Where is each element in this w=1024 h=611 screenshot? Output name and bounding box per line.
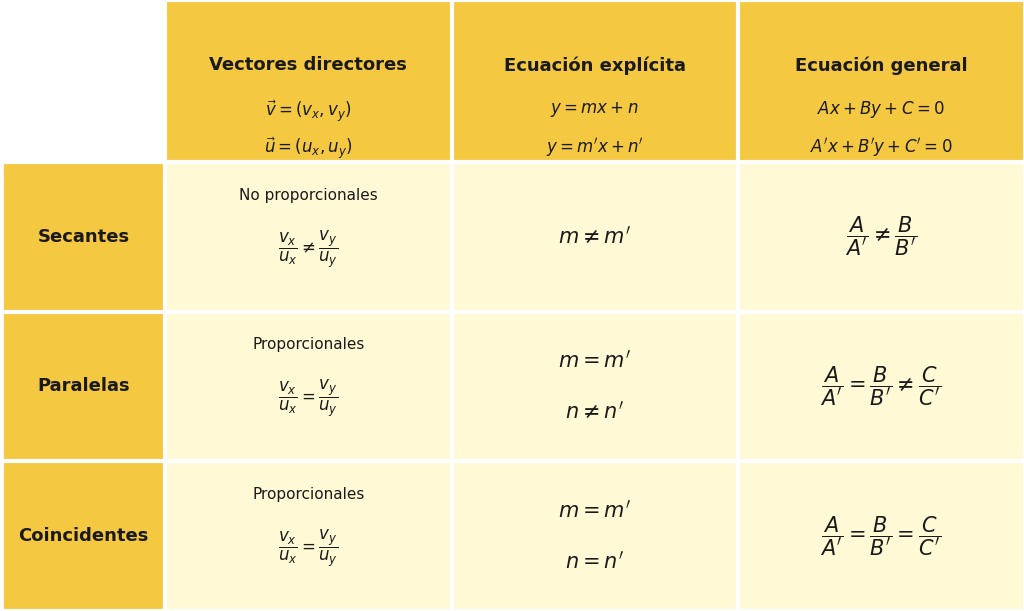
Text: Proporcionales: Proporcionales	[252, 487, 365, 502]
Text: $m \neq m'$: $m \neq m'$	[558, 226, 631, 247]
Text: $Ax + By + C = 0$: $Ax + By + C = 0$	[817, 100, 945, 120]
Bar	[452, 162, 737, 312]
Text: $n \neq n'$: $n \neq n'$	[565, 401, 624, 423]
Bar	[737, 312, 1024, 461]
Bar	[2, 461, 165, 611]
Bar	[165, 461, 452, 611]
Text: No proporcionales: No proporcionales	[239, 188, 378, 203]
Text: $y = mx + n$: $y = mx + n$	[550, 100, 639, 120]
Text: $y = m'x + n'$: $y = m'x + n'$	[546, 136, 644, 159]
Bar	[737, 162, 1024, 312]
Bar	[165, 312, 452, 461]
Bar	[165, 0, 452, 162]
Text: $m = m'$: $m = m'$	[558, 349, 631, 372]
Bar	[737, 461, 1024, 611]
Bar	[452, 461, 737, 611]
Bar	[2, 0, 165, 162]
Text: $\dfrac{v_x}{u_x} = \dfrac{v_y}{u_y}$: $\dfrac{v_x}{u_x} = \dfrac{v_y}{u_y}$	[279, 528, 339, 569]
Text: $\dfrac{A}{A'} = \dfrac{B}{B'} = \dfrac{C}{C'}$: $\dfrac{A}{A'} = \dfrac{B}{B'} = \dfrac{…	[820, 514, 941, 558]
Text: $n = n'$: $n = n'$	[565, 551, 624, 573]
Bar	[737, 0, 1024, 162]
Bar	[452, 312, 737, 461]
Text: Vectores directores: Vectores directores	[210, 56, 408, 75]
Text: $\dfrac{A}{A'} = \dfrac{B}{B'} \neq \dfrac{C}{C'}$: $\dfrac{A}{A'} = \dfrac{B}{B'} \neq \dfr…	[820, 365, 941, 408]
Text: $A'x + B'y + C' = 0$: $A'x + B'y + C' = 0$	[810, 136, 952, 159]
Text: Ecuación general: Ecuación general	[795, 56, 968, 75]
Text: $m = m'$: $m = m'$	[558, 499, 631, 522]
Text: $\dfrac{v_x}{u_x} = \dfrac{v_y}{u_y}$: $\dfrac{v_x}{u_x} = \dfrac{v_y}{u_y}$	[279, 378, 339, 419]
Text: Proporcionales: Proporcionales	[252, 337, 365, 353]
Bar	[165, 162, 452, 312]
Text: Coincidentes: Coincidentes	[18, 527, 148, 545]
Bar	[2, 162, 165, 312]
Bar	[2, 312, 165, 461]
Text: Paralelas: Paralelas	[37, 378, 130, 395]
Text: $\vec{u} = (u_x, u_y)$: $\vec{u} = (u_x, u_y)$	[264, 135, 353, 161]
Text: $\dfrac{v_x}{u_x} \neq \dfrac{v_y}{u_y}$: $\dfrac{v_x}{u_x} \neq \dfrac{v_y}{u_y}$	[279, 229, 339, 269]
Text: Secantes: Secantes	[38, 228, 130, 246]
Text: $\dfrac{A}{A'} \neq \dfrac{B}{B'}$: $\dfrac{A}{A'} \neq \dfrac{B}{B'}$	[845, 215, 918, 258]
Text: Ecuación explícita: Ecuación explícita	[504, 56, 686, 75]
Bar	[452, 0, 737, 162]
Text: $\vec{v} = (v_x, v_y)$: $\vec{v} = (v_x, v_y)$	[265, 98, 352, 124]
